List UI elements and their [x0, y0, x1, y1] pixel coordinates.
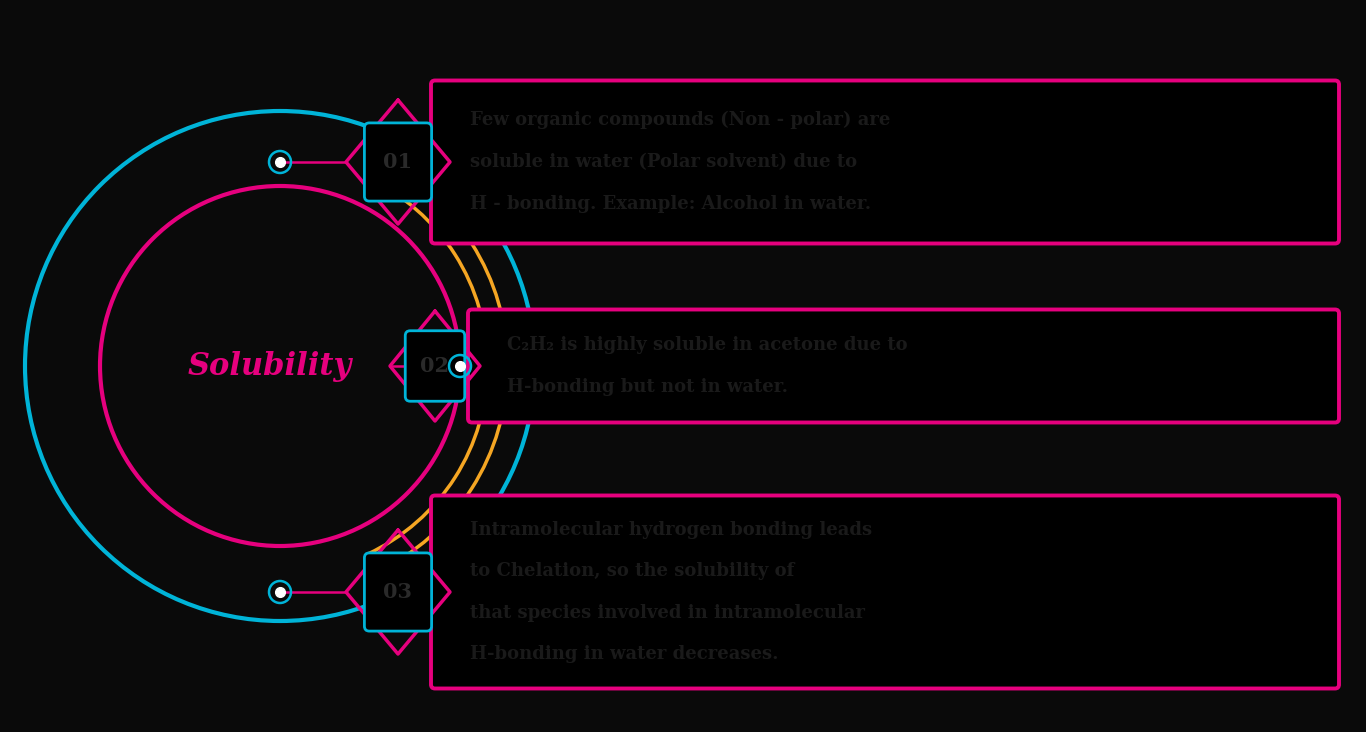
Text: Intramolecular hydrogen bonding leads: Intramolecular hydrogen bonding leads	[470, 521, 872, 539]
FancyBboxPatch shape	[432, 81, 1339, 244]
Text: 03: 03	[384, 582, 413, 602]
FancyBboxPatch shape	[406, 331, 464, 401]
Text: H-bonding but not in water.: H-bonding but not in water.	[507, 378, 788, 396]
Text: Solubility: Solubility	[189, 351, 352, 381]
FancyBboxPatch shape	[365, 553, 432, 631]
Text: C₂H₂ is highly soluble in acetone due to: C₂H₂ is highly soluble in acetone due to	[507, 336, 907, 354]
Text: 01: 01	[384, 152, 413, 172]
Text: to Chelation, so the solubility of: to Chelation, so the solubility of	[470, 562, 795, 580]
Text: H-bonding in water decreases.: H-bonding in water decreases.	[470, 645, 779, 662]
Text: that species involved in intramolecular: that species involved in intramolecular	[470, 604, 865, 621]
FancyBboxPatch shape	[432, 496, 1339, 689]
Text: 02: 02	[421, 356, 449, 376]
FancyBboxPatch shape	[469, 310, 1339, 422]
Text: H - bonding. Example: Alcohol in water.: H - bonding. Example: Alcohol in water.	[470, 195, 872, 213]
Text: Few organic compounds (Non - polar) are: Few organic compounds (Non - polar) are	[470, 111, 891, 129]
Text: soluble in water (Polar solvent) due to: soluble in water (Polar solvent) due to	[470, 153, 856, 171]
FancyBboxPatch shape	[365, 123, 432, 201]
